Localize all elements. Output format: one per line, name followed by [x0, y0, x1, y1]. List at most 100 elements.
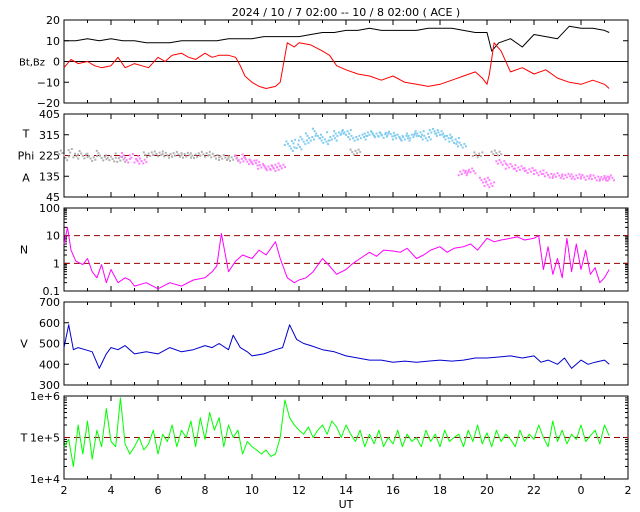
scatter-point: [459, 170, 462, 173]
scatter-point: [257, 167, 260, 170]
scatter-point: [77, 153, 79, 156]
scatter-point: [497, 154, 499, 157]
scatter-point: [391, 138, 394, 141]
scatter-point: [236, 156, 239, 159]
scatter-point: [121, 156, 123, 159]
scatter-point: [250, 160, 253, 163]
scatter-point: [450, 136, 453, 139]
scatter-point: [182, 156, 184, 159]
scatter-point: [316, 134, 319, 137]
scatter-point: [517, 166, 520, 169]
scatter-point: [147, 152, 150, 155]
series-line: [63, 226, 610, 290]
panel-phi-angle: 405 315 225 135 45 T Phi A: [18, 108, 629, 204]
scatter-point: [86, 152, 89, 155]
scatter-point: [333, 130, 336, 133]
scatter-point: [218, 156, 221, 159]
scatter-point: [415, 134, 418, 137]
scatter-point: [106, 156, 109, 159]
scatter-point: [564, 174, 567, 177]
scatter-point: [342, 132, 345, 135]
scatter-point: [387, 132, 390, 135]
scatter-point: [493, 181, 496, 184]
scatter-point: [143, 158, 146, 161]
scatter-point: [75, 155, 78, 158]
scatter-point: [434, 132, 437, 135]
scatter-point: [605, 177, 608, 180]
scatter-point: [215, 157, 217, 160]
scatter-point: [348, 138, 351, 141]
scatter-point: [116, 160, 119, 163]
scatter-point: [349, 129, 352, 132]
scatter-point: [492, 153, 495, 156]
y-tick-label: 400: [39, 358, 60, 371]
scatter-point: [363, 132, 366, 135]
scatter-point: [63, 154, 65, 157]
scatter-point: [327, 143, 330, 146]
series-line: [63, 42, 610, 89]
x-tick-label: 20: [480, 484, 494, 497]
scatter-point: [389, 133, 392, 136]
scatter-point: [119, 155, 122, 158]
scatter-point: [507, 166, 510, 169]
scatter-point: [66, 159, 69, 162]
y-axis-label: T: [22, 128, 30, 141]
scatter-point: [393, 134, 396, 137]
scatter-point: [108, 159, 111, 162]
scatter-point: [525, 169, 528, 172]
scatter-point: [110, 155, 112, 158]
scatter-point: [271, 165, 274, 168]
panel-temperature: 1e+6 1e+5 1e+4 T: [20, 390, 629, 486]
y-tick-label: 135: [39, 170, 60, 183]
scatter-point: [559, 176, 562, 179]
scatter-point: [597, 175, 600, 178]
scatter-point: [72, 156, 75, 159]
scatter-point: [579, 177, 582, 180]
scatter-point: [262, 164, 265, 167]
scatter-point: [366, 131, 369, 134]
scatter-point: [458, 141, 461, 144]
scatter-point: [488, 179, 491, 182]
scatter-point: [543, 175, 546, 178]
scatter-point: [155, 152, 158, 155]
scatter-point: [606, 179, 609, 182]
scatter-point: [447, 137, 450, 140]
scatter-point: [589, 174, 592, 177]
scatter-point: [247, 163, 250, 166]
scatter-point: [551, 175, 554, 178]
scatter-point: [427, 132, 430, 135]
scatter-point: [382, 136, 385, 139]
scatter-point: [100, 157, 103, 160]
scatter-point: [595, 179, 598, 182]
scatter-point: [483, 177, 486, 180]
scatter-point: [356, 152, 358, 155]
scatter-point: [384, 133, 387, 136]
scatter-point: [462, 169, 465, 172]
scatter-point: [351, 151, 354, 154]
scatter-point: [398, 137, 401, 140]
y-tick-label: 1e+5: [30, 432, 60, 445]
scatter-point: [481, 151, 484, 154]
scatter-point: [183, 153, 186, 156]
scatter-point: [283, 143, 286, 146]
scatter-point: [197, 152, 200, 155]
y-tick-label: 1: [53, 257, 60, 270]
scatter-point: [144, 153, 147, 156]
scatter-point: [248, 158, 251, 161]
scatter-point: [536, 171, 539, 174]
scatter-point: [428, 136, 431, 139]
scatter-point: [171, 155, 173, 158]
scatter-point: [463, 142, 466, 145]
scatter-point: [598, 178, 601, 181]
scatter-point: [186, 151, 189, 154]
y-tick-label: 405: [39, 108, 60, 121]
scatter-point: [416, 132, 419, 135]
scatter-point: [340, 132, 343, 135]
scatter-point: [537, 174, 540, 177]
scatter-point: [348, 132, 351, 135]
scatter-point: [80, 152, 83, 155]
scatter-point: [291, 149, 294, 152]
scatter-point: [185, 155, 188, 158]
y-axis-label: Phi: [18, 150, 35, 163]
